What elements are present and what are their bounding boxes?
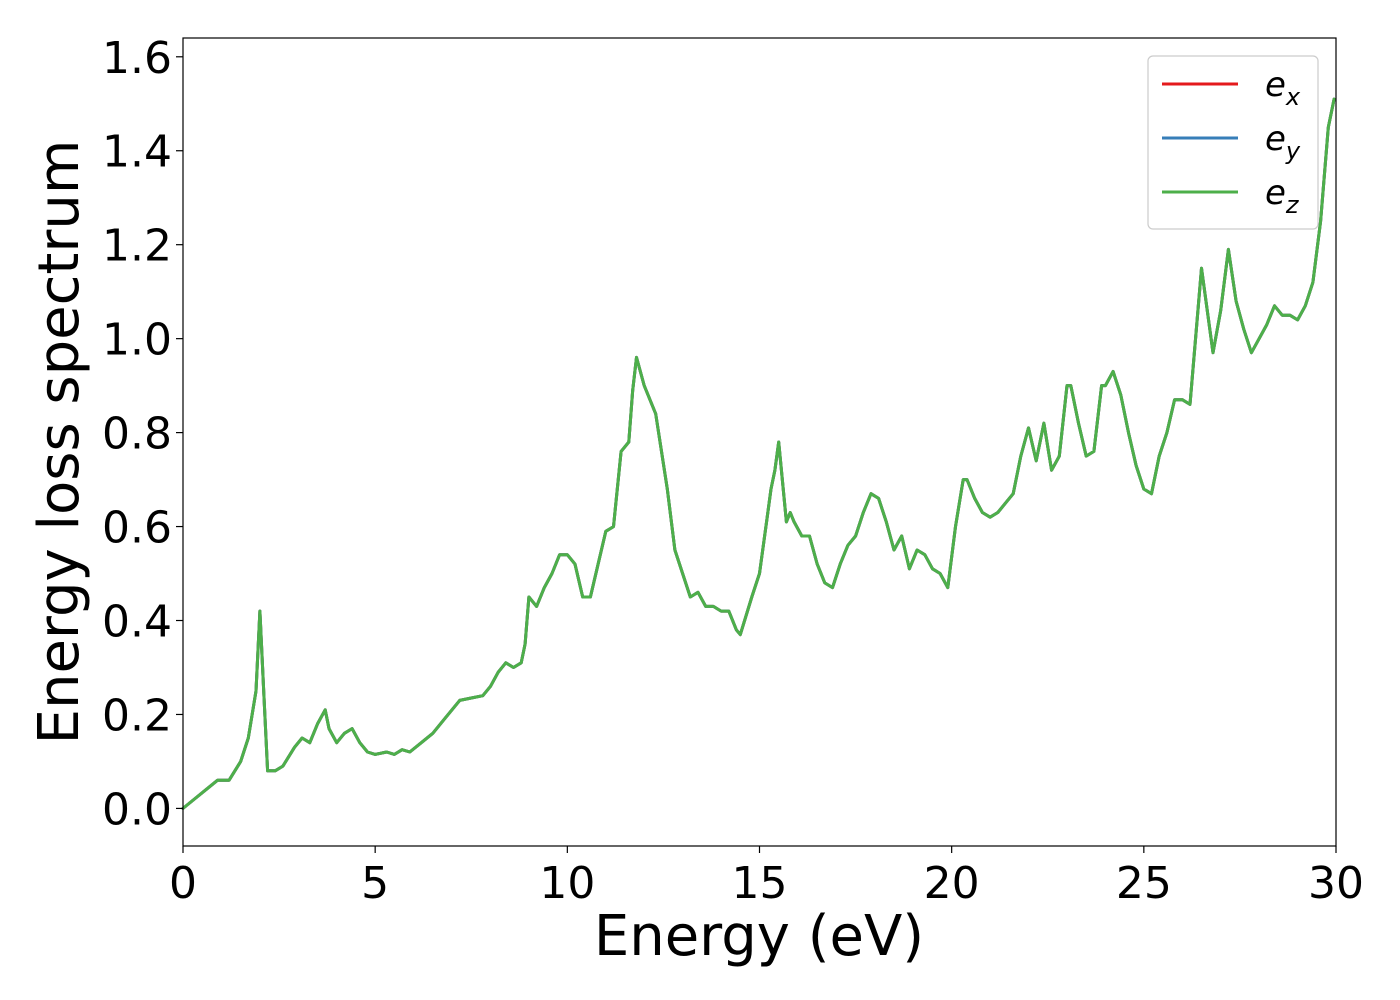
x-tick-label: 15 bbox=[732, 858, 788, 909]
x-tick-label: 25 bbox=[1116, 858, 1172, 909]
y-tick-label: 0.0 bbox=[102, 784, 172, 835]
legend-frame bbox=[1147, 55, 1319, 230]
y-tick-label: 1.0 bbox=[102, 315, 172, 366]
series-line-e-z bbox=[181, 97, 1336, 810]
legend-label-e-y: ey bbox=[1265, 119, 1301, 165]
y-tick-label: 1.6 bbox=[102, 33, 172, 84]
y-tick-label: 1.2 bbox=[102, 221, 172, 272]
y-axis-ticks: 0.0 0.2 0.4 0.6 0.8 1.0 1.2 1.4 1.6 bbox=[102, 33, 183, 835]
legend-label-e-z: ez bbox=[1265, 173, 1300, 219]
y-tick-label: 0.4 bbox=[102, 597, 172, 648]
x-tick-label: 0 bbox=[169, 858, 197, 909]
plot-frame bbox=[182, 37, 1337, 847]
y-tick-label: 0.8 bbox=[102, 409, 172, 460]
legend-label-e-x: ex bbox=[1265, 65, 1301, 111]
x-tick-label: 30 bbox=[1308, 858, 1364, 909]
x-tick-label: 10 bbox=[539, 858, 595, 909]
y-tick-label: 0.6 bbox=[102, 503, 172, 554]
x-axis-ticks: 0 5 10 15 20 25 30 bbox=[169, 846, 1364, 909]
x-axis-label: Energy (eV) bbox=[594, 904, 924, 969]
x-tick-label: 20 bbox=[924, 858, 980, 909]
y-tick-label: 0.2 bbox=[102, 690, 172, 741]
y-axis-label: Energy loss spectrum bbox=[27, 140, 92, 745]
y-tick-label: 1.4 bbox=[102, 127, 172, 178]
legend: ex ey ez bbox=[1147, 55, 1319, 230]
x-tick-label: 5 bbox=[361, 858, 389, 909]
plot-area bbox=[181, 97, 1336, 810]
